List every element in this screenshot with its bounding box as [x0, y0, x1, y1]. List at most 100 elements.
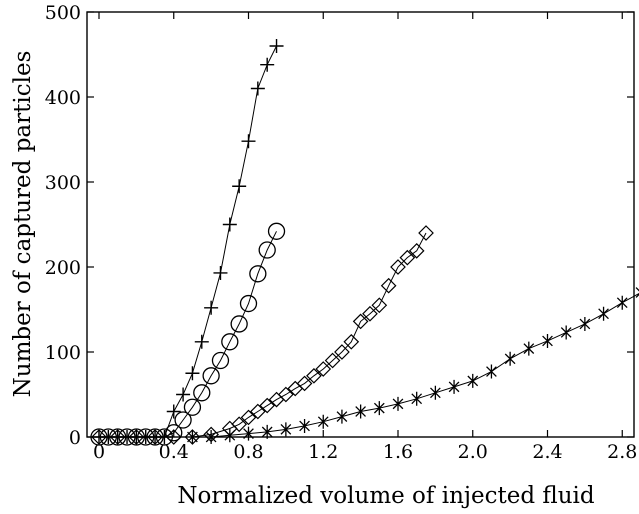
- diamond-point: [231, 416, 248, 433]
- markers-layer: [90, 39, 639, 446]
- plus-point: [213, 265, 228, 280]
- circle-point: [249, 265, 267, 283]
- asterisk-point: [579, 316, 591, 331]
- x-tick-label: 1.2: [308, 441, 338, 463]
- circle-point: [239, 294, 258, 313]
- circle-point: [193, 384, 211, 402]
- ticks-layer: 0 0.4 0.8 1.2 1.6 2.0 2.4 2.8 0 100 200 300 400 500: [45, 2, 638, 463]
- circle-point: [99, 428, 117, 446]
- asterisk-point: [261, 424, 273, 439]
- diamond-point: [249, 403, 266, 420]
- diamond-point: [315, 361, 332, 377]
- asterisk-point: [280, 422, 292, 437]
- x-tick-label: 1.6: [383, 441, 413, 463]
- circle-point: [137, 428, 155, 446]
- asterisk-point: [317, 414, 329, 429]
- x-tick-label: 0: [93, 441, 105, 463]
- diamond-point: [371, 297, 388, 314]
- asterisk-point: [187, 430, 198, 444]
- circle-point: [183, 398, 202, 416]
- circle-point: [146, 428, 164, 446]
- plus-point: [166, 404, 181, 419]
- plot-frame: [86, 11, 635, 438]
- asterisk-point: [224, 428, 236, 443]
- circle-point: [211, 351, 230, 370]
- plus-point: [194, 334, 209, 349]
- y-tick-label: 400: [45, 87, 81, 109]
- circle-point: [155, 428, 174, 446]
- x-axis-title: Normalized volume of injected fluid: [177, 483, 595, 509]
- asterisk-point: [411, 391, 423, 406]
- asterisk-point: [504, 351, 516, 366]
- asterisk-point: [373, 401, 385, 416]
- circle-point: [202, 367, 220, 385]
- plus-point: [241, 134, 256, 149]
- asterisk-point: [598, 306, 609, 321]
- y-tick-label: 200: [45, 257, 81, 279]
- plus-point: [232, 179, 247, 194]
- diamond-point: [91, 429, 107, 445]
- circle-point: [221, 333, 239, 351]
- diamond-point: [278, 386, 294, 403]
- asterisk-point: [560, 325, 572, 340]
- x-tick-label: 2.4: [532, 441, 562, 463]
- plus-point: [204, 300, 219, 315]
- asterisk-point: [467, 373, 479, 388]
- diamond-point: [343, 333, 360, 350]
- y-tick-label: 0: [69, 427, 81, 449]
- x-tick-label: 0.4: [159, 441, 189, 463]
- diamond-point: [165, 429, 182, 445]
- diamond-point: [147, 429, 163, 445]
- circle-point: [165, 424, 183, 442]
- circle-point: [258, 241, 276, 259]
- diamond-point: [306, 367, 322, 384]
- circle-point: [230, 315, 248, 333]
- x-tick-label: 2.8: [607, 441, 637, 463]
- diamond-point: [418, 225, 434, 241]
- asterisk-point: [523, 341, 535, 356]
- diamond-point: [390, 259, 406, 275]
- plus-point: [157, 430, 172, 444]
- circle-point: [90, 428, 108, 446]
- asterisk-point: [355, 404, 366, 419]
- diamond-point: [109, 429, 126, 445]
- diamond-point: [259, 397, 276, 414]
- y-axis-title: Number of captured particles: [10, 51, 36, 398]
- plus-point: [260, 57, 275, 72]
- diamond-point: [128, 429, 145, 445]
- plus-point: [222, 217, 237, 232]
- asterisk-point: [336, 409, 348, 424]
- diamond-point: [240, 409, 257, 426]
- circle-point: [127, 428, 146, 446]
- plus-point: [269, 39, 284, 53]
- asterisk-point: [243, 426, 254, 441]
- asterisk-point: [299, 418, 310, 433]
- diamond-point: [362, 305, 378, 322]
- asterisk-point: [542, 333, 553, 348]
- asterisk-point: [616, 295, 628, 310]
- circle-point: [174, 411, 192, 429]
- diamond-point: [408, 243, 425, 259]
- circle-point: [118, 428, 136, 446]
- diamond-point: [399, 249, 416, 266]
- diamond-point: [380, 277, 397, 294]
- asterisk-point: [392, 396, 404, 411]
- x-tick-label: 0.8: [233, 441, 263, 463]
- asterisk-point: [205, 430, 217, 444]
- y-tick-label: 500: [45, 2, 81, 24]
- plus-point: [176, 387, 191, 402]
- plus-point: [250, 81, 265, 96]
- diamond-point: [324, 352, 341, 369]
- asterisk-point: [486, 364, 497, 379]
- plus-point: [185, 366, 200, 381]
- circle-point: [109, 428, 127, 446]
- y-tick-label: 100: [45, 342, 81, 364]
- asterisk-point: [635, 287, 639, 298]
- diamond-point: [334, 344, 350, 360]
- y-tick-label: 300: [45, 172, 81, 194]
- asterisk-point: [430, 385, 441, 400]
- circle-point: [267, 222, 286, 240]
